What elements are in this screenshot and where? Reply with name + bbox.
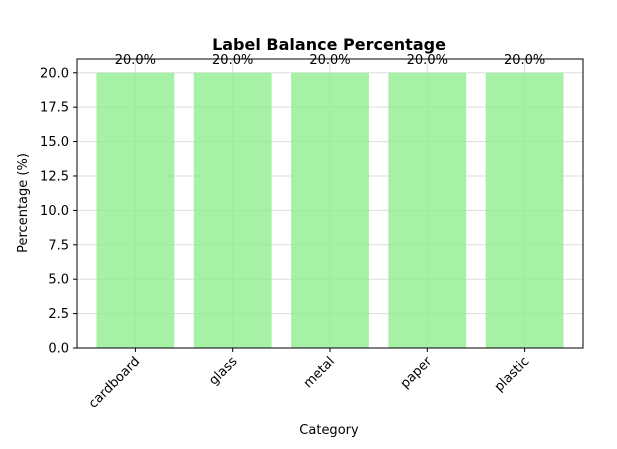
y-tick-label: 7.5 xyxy=(48,238,69,253)
y-axis-label: Percentage (%) xyxy=(16,153,31,253)
bar-paper xyxy=(388,72,467,348)
y-tick-label: 5.0 xyxy=(48,273,69,288)
bars xyxy=(96,72,564,348)
y-tick-label: 10.0 xyxy=(40,204,69,219)
x-tick-label: cardboard xyxy=(86,354,143,411)
y-tick-label: 2.5 xyxy=(48,307,69,322)
y-tick-label: 0.0 xyxy=(48,342,69,357)
data-label: 20.0% xyxy=(407,53,448,68)
data-label: 20.0% xyxy=(309,53,350,68)
y-tick-label: 17.5 xyxy=(40,101,69,116)
data-label: 20.0% xyxy=(115,53,156,68)
data-labels: 20.0% 20.0% 20.0% 20.0% 20.0% xyxy=(115,53,546,68)
x-tick-label: glass xyxy=(206,354,240,388)
x-axis-label: Category xyxy=(299,423,359,438)
bar-metal xyxy=(291,72,369,348)
x-tick-label: plastic xyxy=(492,354,533,395)
bar-plastic xyxy=(485,72,564,348)
x-tick-label: paper xyxy=(398,354,436,392)
data-label: 20.0% xyxy=(504,53,545,68)
chart-title: Label Balance Percentage xyxy=(212,35,446,54)
y-axis-ticks: 0.0 2.5 5.0 7.5 10.0 12.5 15.0 17.5 20.0 xyxy=(40,66,77,357)
x-tick-label: metal xyxy=(301,354,338,391)
y-tick-label: 15.0 xyxy=(40,135,69,150)
y-tick-label: 20.0 xyxy=(40,66,69,81)
bar-glass xyxy=(193,72,272,348)
bar-cardboard xyxy=(96,72,175,348)
y-tick-label: 12.5 xyxy=(40,169,69,184)
data-label: 20.0% xyxy=(212,53,253,68)
x-axis-ticks: cardboard glass metal paper plastic xyxy=(86,348,533,412)
